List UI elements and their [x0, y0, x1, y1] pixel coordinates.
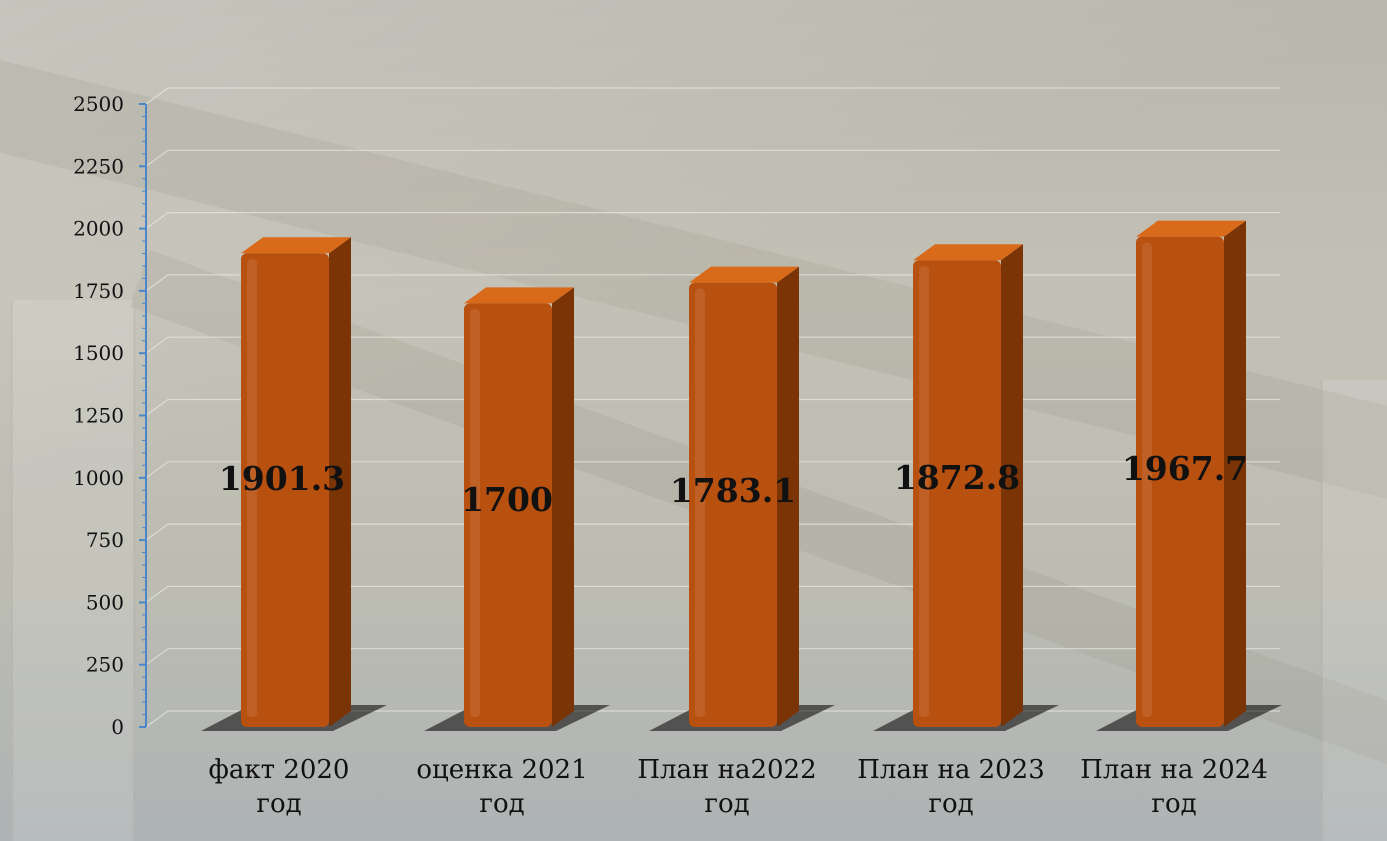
gridline	[145, 523, 1280, 541]
category-label: оценка 2021 год	[416, 755, 587, 819]
bar-front	[913, 260, 1001, 727]
bar-top	[464, 287, 574, 304]
value-label: 1967.7	[1122, 449, 1248, 488]
gridline	[145, 274, 1280, 292]
bar-top	[913, 244, 1023, 261]
category-label-line: год	[704, 789, 749, 819]
bar-front	[241, 253, 329, 727]
category-label: План на 2023 год	[857, 755, 1045, 819]
y-tick-label: 250	[86, 653, 124, 677]
bar-front	[464, 303, 552, 727]
gridline	[145, 585, 1280, 603]
y-tick-label: 2000	[73, 217, 124, 241]
bar-highlight	[247, 259, 257, 717]
category-label-line: год	[479, 789, 524, 819]
bar-highlight	[1142, 242, 1152, 717]
y-tick-label: 1750	[73, 279, 124, 303]
bar-side	[329, 237, 351, 727]
gridline	[145, 648, 1280, 666]
bar-side	[1224, 220, 1246, 727]
bar-highlight	[695, 288, 705, 717]
y-tick-label: 500	[86, 590, 124, 614]
y-tick-label: 1000	[73, 466, 124, 490]
bar-side	[1001, 244, 1023, 728]
category-label-line: План на 2024	[1080, 755, 1268, 785]
gridline	[145, 710, 1280, 728]
bar-highlight	[919, 266, 929, 717]
category-label-line: План на 2023	[857, 755, 1045, 785]
y-tick-label: 1500	[73, 341, 124, 365]
bar	[201, 237, 387, 731]
category-label: План на 2024 год	[1080, 755, 1268, 819]
category-label-line: год	[928, 789, 973, 819]
value-label: 1700	[461, 480, 553, 519]
gridlines	[139, 87, 1280, 728]
bar	[873, 244, 1059, 731]
bar-top	[1136, 220, 1246, 237]
bar-front	[689, 282, 777, 727]
background-column	[1320, 380, 1387, 841]
y-tick-label: 2500	[73, 92, 124, 116]
background-column	[10, 300, 136, 841]
bar-side	[552, 287, 574, 727]
category-label: факт 2020 год	[209, 755, 350, 819]
gridline	[145, 398, 1280, 416]
category-label: План на2022 год	[637, 755, 816, 819]
category-label-line: год	[1151, 789, 1196, 819]
category-label-line: год	[256, 789, 301, 819]
value-label: 1901.3	[219, 459, 345, 498]
value-labels: 1901.3 1700 1783.1 1872.8 1967.7	[219, 449, 1248, 519]
y-tick-label: 750	[86, 528, 124, 552]
value-label: 1872.8	[894, 458, 1020, 497]
bar-top	[241, 237, 351, 254]
gridline	[145, 87, 1280, 105]
bar-side	[777, 266, 799, 727]
category-labels: факт 2020 год оценка 2021 год План на2022 год…	[209, 755, 1268, 819]
bar	[424, 287, 610, 731]
gridline	[145, 212, 1280, 230]
value-label: 1783.1	[670, 471, 796, 510]
category-label-line: оценка 2021	[416, 755, 587, 785]
y-tick-labels: 0 250 500 750 1000 1250 1500 1750 2000 2250 2500	[73, 92, 124, 739]
y-tick-label: 0	[111, 715, 124, 739]
gridline	[145, 149, 1280, 167]
category-label-line: факт 2020	[209, 755, 350, 785]
bars	[201, 220, 1282, 731]
bar-front	[1136, 236, 1224, 727]
category-label-line: План на2022	[637, 755, 816, 785]
y-tick-label: 2250	[73, 154, 124, 178]
gridline	[145, 461, 1280, 479]
bar-top	[689, 266, 799, 283]
y-tick-label: 1250	[73, 404, 124, 428]
bar	[649, 266, 835, 731]
bar	[1096, 220, 1282, 731]
gridline	[145, 336, 1280, 354]
bar-highlight	[470, 309, 480, 717]
